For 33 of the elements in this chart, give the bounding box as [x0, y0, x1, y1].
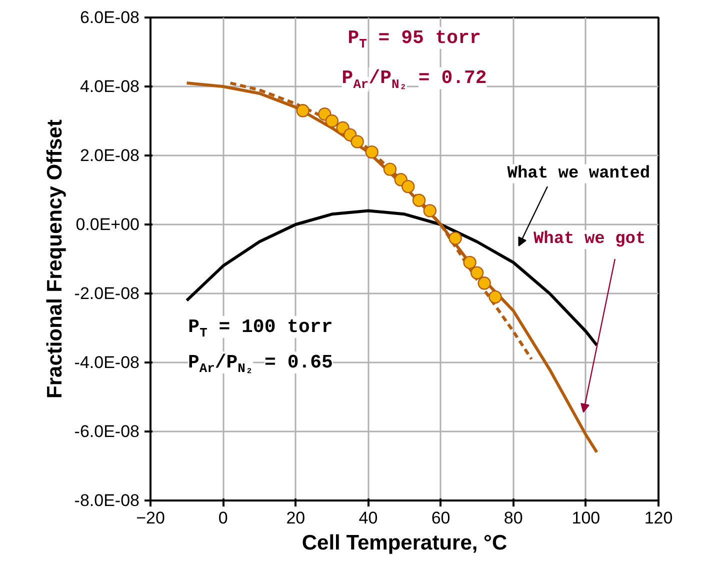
- x-tick-label: 80: [504, 508, 523, 528]
- x-tick-label: −20: [136, 508, 165, 528]
- y-tick-label: -4.0E-08: [74, 353, 140, 372]
- y-tick-label: 2.0E-08: [80, 146, 140, 165]
- x-tick-label: 0: [218, 508, 228, 528]
- y-tick-label: -6.0E-08: [74, 422, 140, 441]
- point: [412, 194, 426, 207]
- point: [325, 114, 339, 128]
- annotation: What we wanted: [507, 164, 650, 184]
- x-tick-label: 20: [286, 508, 306, 528]
- point: [478, 276, 491, 290]
- point: [448, 232, 462, 245]
- y-tick-label: -8.0E-08: [74, 491, 140, 510]
- point: [463, 256, 476, 270]
- y-tick-label: 4.0E-08: [80, 77, 140, 96]
- point: [488, 290, 502, 304]
- point: [350, 135, 364, 148]
- x-tick-label: 100: [572, 508, 600, 528]
- x-tick-label: 60: [431, 508, 450, 528]
- y-tick-label: 6.0E-08: [80, 8, 140, 27]
- point: [402, 180, 415, 194]
- x-tick-label: 120: [644, 508, 673, 528]
- point: [423, 204, 436, 218]
- y-tick-label: -2.0E-08: [74, 284, 140, 303]
- point: [470, 266, 484, 280]
- x-tick-label: 40: [358, 508, 378, 528]
- point: [365, 145, 378, 159]
- point: [296, 104, 310, 118]
- y-axis-title: Fractional Frequency Offset: [43, 120, 66, 398]
- point: [383, 162, 397, 176]
- x-axis-title: Cell Temperature, °C: [302, 532, 508, 554]
- y-tick-label: 0.0E+00: [76, 215, 140, 234]
- annotation: What we got: [533, 230, 646, 250]
